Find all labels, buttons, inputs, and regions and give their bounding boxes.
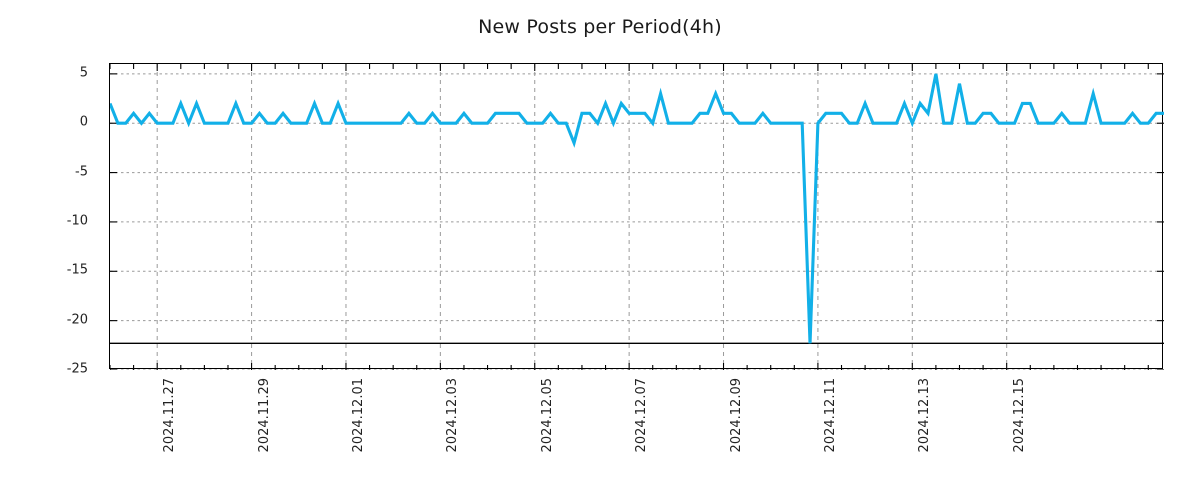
x-axis-ticks	[110, 64, 1149, 370]
y-axis-tick-label: 0	[79, 114, 88, 130]
data-series-line	[110, 73, 1164, 344]
x-axis-tick-label: 2024.12.01	[350, 378, 366, 453]
chart-title: New Posts per Period(4h)	[478, 16, 722, 38]
plot-area	[109, 63, 1164, 370]
y-axis-tick-label: -5	[75, 164, 88, 180]
y-axis-ticks	[110, 73, 1164, 370]
chart-canvas	[110, 64, 1164, 370]
y-axis-tick-label: -20	[66, 312, 88, 328]
x-axis-tick-label: 2024.11.27	[162, 378, 178, 453]
x-axis-tick-label: 2024.12.15	[1011, 378, 1027, 453]
x-axis-tick-label: 2024.12.03	[445, 378, 461, 453]
y-axis-tick-label: -25	[66, 361, 88, 377]
y-axis-tick-label: -15	[66, 262, 88, 278]
x-axis-tick-label: 2024.12.11	[822, 378, 838, 453]
x-axis-tick-label: 2024.12.09	[728, 378, 744, 453]
x-axis-tick-label: 2024.12.05	[539, 378, 555, 453]
gridlines	[110, 64, 1164, 370]
x-axis-tick-label: 2024.12.13	[917, 378, 933, 453]
x-axis-tick-label: 2024.12.07	[634, 378, 650, 453]
x-axis-tick-label: 2024.11.29	[256, 378, 272, 453]
y-axis-tick-label: 5	[79, 65, 88, 81]
y-axis-tick-label: -10	[66, 213, 88, 229]
